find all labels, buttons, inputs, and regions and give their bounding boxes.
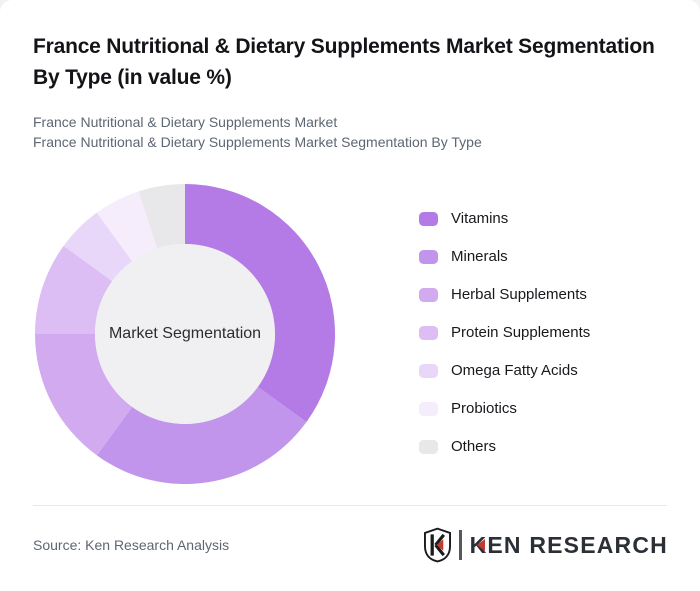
donut-chart-svg bbox=[35, 184, 335, 484]
logo-divider bbox=[459, 530, 462, 560]
donut-slice-omega-fatty-acids bbox=[63, 212, 133, 282]
donut-center-label: Market Segmentation bbox=[108, 325, 262, 342]
brand-wordmark: K EN RESEARCH bbox=[470, 532, 668, 559]
subtitle-line-1: France Nutritional & Dietary Supplements… bbox=[33, 114, 338, 130]
donut-slice-herbal-supplements bbox=[35, 334, 133, 456]
subtitle-line-2: France Nutritional & Dietary Supplements… bbox=[33, 134, 482, 150]
legend-label: Minerals bbox=[451, 248, 508, 265]
legend-label: Vitamins bbox=[451, 210, 509, 227]
legend-swatch-probiotics bbox=[419, 401, 438, 416]
shield-red-triangle-icon bbox=[436, 539, 444, 551]
chart-legend: Vitamins Minerals Herbal Supplements Protei… bbox=[419, 211, 590, 477]
donut-slice-vitamins bbox=[185, 184, 335, 423]
ken-research-logo: K EN RESEARCH bbox=[424, 526, 668, 564]
donut-chart: Market Segmentation bbox=[35, 184, 335, 484]
legend-label: Omega Fatty Acids bbox=[451, 362, 578, 379]
legend-label: Herbal Supplements bbox=[451, 286, 587, 303]
donut-slice-protein-supplements bbox=[35, 245, 113, 334]
legend-label: Probiotics bbox=[451, 400, 517, 417]
legend-item-vitamins: Vitamins bbox=[419, 211, 590, 226]
ken-research-shield-icon bbox=[424, 527, 452, 563]
chart-title: France Nutritional & Dietary Supplements… bbox=[33, 35, 655, 89]
donut-slice-minerals bbox=[96, 386, 307, 484]
legend-item-minerals: Minerals bbox=[419, 249, 590, 264]
legend-item-probiotics: Probiotics bbox=[419, 401, 590, 416]
legend-label: Others bbox=[451, 438, 497, 455]
legend-item-protein-supplements: Protein Supplements bbox=[419, 325, 590, 340]
legend-swatch-omega-fatty-acids bbox=[419, 363, 438, 378]
legend-swatch-minerals bbox=[419, 249, 438, 264]
legend-swatch-herbal-supplements bbox=[419, 287, 438, 302]
legend-item-others: Others bbox=[419, 439, 590, 454]
donut-slice-probiotics bbox=[96, 191, 158, 262]
red-triangle-icon bbox=[476, 539, 485, 551]
legend-swatch-protein-supplements bbox=[419, 325, 438, 340]
source-text: Source: Ken Research Analysis bbox=[33, 537, 230, 553]
brand-letter-k: K bbox=[469, 531, 488, 558]
legend-item-omega-fatty-acids: Omega Fatty Acids bbox=[419, 363, 590, 378]
chart-subtitles: France Nutritional & Dietary Supplements… bbox=[33, 112, 482, 152]
footer-divider bbox=[33, 505, 667, 506]
donut-inner-circle bbox=[95, 244, 275, 424]
legend-label: Protein Supplements bbox=[451, 324, 591, 341]
donut-slice-others bbox=[138, 184, 185, 249]
legend-item-herbal-supplements: Herbal Supplements bbox=[419, 287, 590, 302]
legend-swatch-vitamins bbox=[419, 211, 438, 226]
legend-swatch-others bbox=[419, 439, 438, 454]
brand-rest: EN RESEARCH bbox=[487, 531, 668, 558]
